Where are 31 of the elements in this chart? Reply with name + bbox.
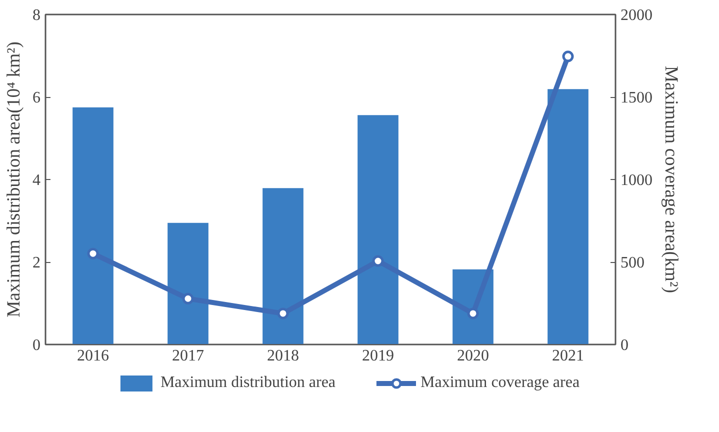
bar [168, 222, 208, 344]
y2-tick-label: 1000 [620, 172, 652, 189]
y-tick-label: 4 [32, 172, 40, 189]
x-tick-label: 2021 [552, 348, 584, 364]
point [372, 255, 384, 267]
bar [262, 188, 304, 344]
x-tick-label: 2018 [267, 348, 299, 364]
x-tick-label: 2019 [362, 348, 394, 364]
point [182, 292, 194, 304]
x-tick-label: 2017 [172, 348, 204, 364]
bar [548, 89, 588, 344]
y-axis-title: Maximum distribution area(10⁴ km²) [4, 42, 24, 318]
legend-label: Maximum distribution area [160, 374, 336, 392]
point [87, 248, 99, 260]
y2-tick-label: 500 [620, 254, 644, 272]
y-tick-label: 0 [32, 337, 40, 354]
y2-tick-label: 1500 [620, 90, 652, 106]
point [562, 50, 574, 62]
y-tick-label: 8 [32, 7, 40, 24]
bar [358, 115, 398, 344]
y2-tick-label: 2000 [620, 7, 652, 24]
x-tick-label: 2020 [457, 348, 489, 364]
y2-tick-label: 0 [620, 337, 628, 354]
x-tick-label: 2016 [77, 348, 109, 364]
point [467, 308, 479, 320]
point [277, 308, 289, 320]
y-tick-label: 2 [32, 254, 40, 272]
y-tick-label: 6 [32, 90, 40, 106]
legend-label: Maximum coverage area [420, 374, 580, 392]
bar [72, 107, 114, 344]
y2-axis-title: Maximum coverage area(km²) [660, 66, 682, 294]
